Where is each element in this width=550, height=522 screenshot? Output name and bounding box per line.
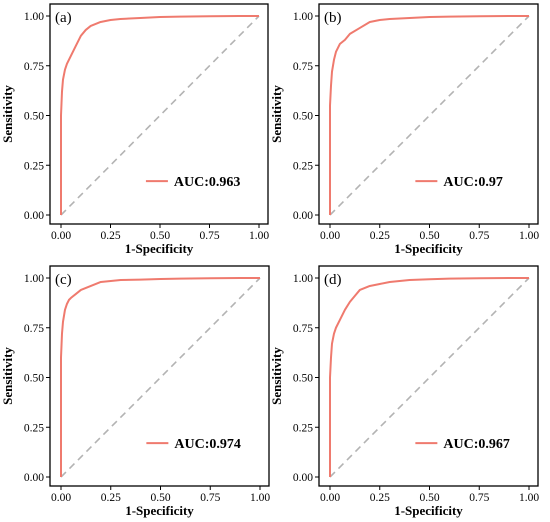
x-tick-label: 1.00 <box>250 492 270 504</box>
roc-curve <box>60 15 259 215</box>
y-tick-label: 0.50 <box>293 111 313 123</box>
y-tick-label: 1.00 <box>293 11 313 23</box>
x-axis-label: 1-Specificity <box>394 503 463 518</box>
y-tick-label: 0.25 <box>24 422 44 434</box>
y-tick-label: 0.75 <box>293 323 313 335</box>
diagonal-reference-line <box>60 15 260 216</box>
y-tick-label: 0.50 <box>24 111 44 123</box>
panel-label: (c) <box>55 272 72 288</box>
x-tick-label: 0.75 <box>469 492 489 504</box>
x-tick-label: 1.00 <box>519 492 539 504</box>
legend-label: AUC:0.967 <box>443 437 510 452</box>
x-tick-label: 0.50 <box>419 492 439 504</box>
y-tick-label: 1.00 <box>293 273 313 285</box>
y-tick-label: 0.00 <box>24 210 44 222</box>
y-axis-label: Sensitivity <box>269 347 284 405</box>
legend: AUC:0.967 <box>415 437 510 452</box>
legend-label: AUC:0.974 <box>174 437 241 452</box>
diagonal-reference-line <box>60 277 261 478</box>
legend-label: AUC:0.97 <box>443 175 503 190</box>
roc-panel: (c) 0.00 0.25 0.50 0.75 1.00 0.00 0.25 0.50 0.75 1… <box>0 265 270 518</box>
y-tick-label: 0.75 <box>293 61 313 73</box>
y-axis-label: Sensitivity <box>0 347 15 405</box>
x-tick-label: 0.75 <box>469 230 489 242</box>
x-axis-label: 1-Specificity <box>125 241 194 256</box>
y-axis-label: Sensitivity <box>269 85 284 143</box>
y-tick-label: 0.00 <box>24 472 44 484</box>
x-tick-label: 0.00 <box>51 492 71 504</box>
x-tick-label: 0.75 <box>200 492 220 504</box>
y-tick-label: 0.75 <box>24 61 44 73</box>
roc-panel: (a) 0.00 0.25 0.50 0.75 1.00 0.00 0.25 0.50 0.75 1… <box>0 3 269 256</box>
roc-panel: (d) 0.00 0.25 0.50 0.75 1.00 0.00 0.25 0.50 0.75 1… <box>269 265 539 518</box>
roc-curve <box>329 15 529 215</box>
x-tick-label: 0.00 <box>51 230 71 242</box>
y-tick-label: 0.00 <box>293 210 313 222</box>
roc-curve <box>60 277 260 477</box>
x-axis-label: 1-Specificity <box>394 241 463 256</box>
y-tick-label: 1.00 <box>24 11 44 23</box>
plot-frame <box>318 3 539 225</box>
legend-label: AUC:0.963 <box>174 175 241 190</box>
panel-label: (d) <box>324 272 342 288</box>
x-tick-label: 0.75 <box>199 230 219 242</box>
roc-curve <box>329 277 529 477</box>
x-tick-label: 0.50 <box>419 230 439 242</box>
x-tick-label: 0.50 <box>150 230 170 242</box>
diagonal-reference-line <box>329 15 530 216</box>
y-tick-label: 0.50 <box>24 373 44 385</box>
x-tick-label: 1.00 <box>249 230 269 242</box>
plot-frame <box>49 3 269 225</box>
x-tick-label: 0.00 <box>320 230 340 242</box>
y-tick-label: 1.00 <box>24 273 44 285</box>
x-tick-label: 0.00 <box>320 492 340 504</box>
x-tick-label: 1.00 <box>519 230 539 242</box>
roc-panel: (b) 0.00 0.25 0.50 0.75 1.00 0.00 0.25 0.50 0.75 1… <box>269 3 539 256</box>
y-tick-label: 0.75 <box>24 323 44 335</box>
x-tick-label: 0.25 <box>101 492 121 504</box>
x-tick-label: 0.25 <box>100 230 120 242</box>
x-tick-label: 0.50 <box>150 492 170 504</box>
x-tick-label: 0.25 <box>370 230 390 242</box>
y-tick-label: 0.25 <box>293 160 313 172</box>
legend: AUC:0.963 <box>145 175 241 190</box>
panel-label: (a) <box>55 10 72 26</box>
x-tick-label: 0.25 <box>370 492 390 504</box>
legend: AUC:0.97 <box>415 175 503 190</box>
y-tick-label: 0.25 <box>24 160 44 172</box>
y-tick-label: 0.25 <box>293 422 313 434</box>
diagonal-reference-line <box>329 277 530 478</box>
y-tick-label: 0.00 <box>293 472 313 484</box>
plot-frame <box>49 265 270 487</box>
panel-label: (b) <box>324 10 342 26</box>
x-axis-label: 1-Specificity <box>125 503 194 518</box>
legend: AUC:0.974 <box>146 437 241 452</box>
y-tick-label: 0.50 <box>293 373 313 385</box>
plot-frame <box>318 265 539 487</box>
y-axis-label: Sensitivity <box>0 85 15 143</box>
